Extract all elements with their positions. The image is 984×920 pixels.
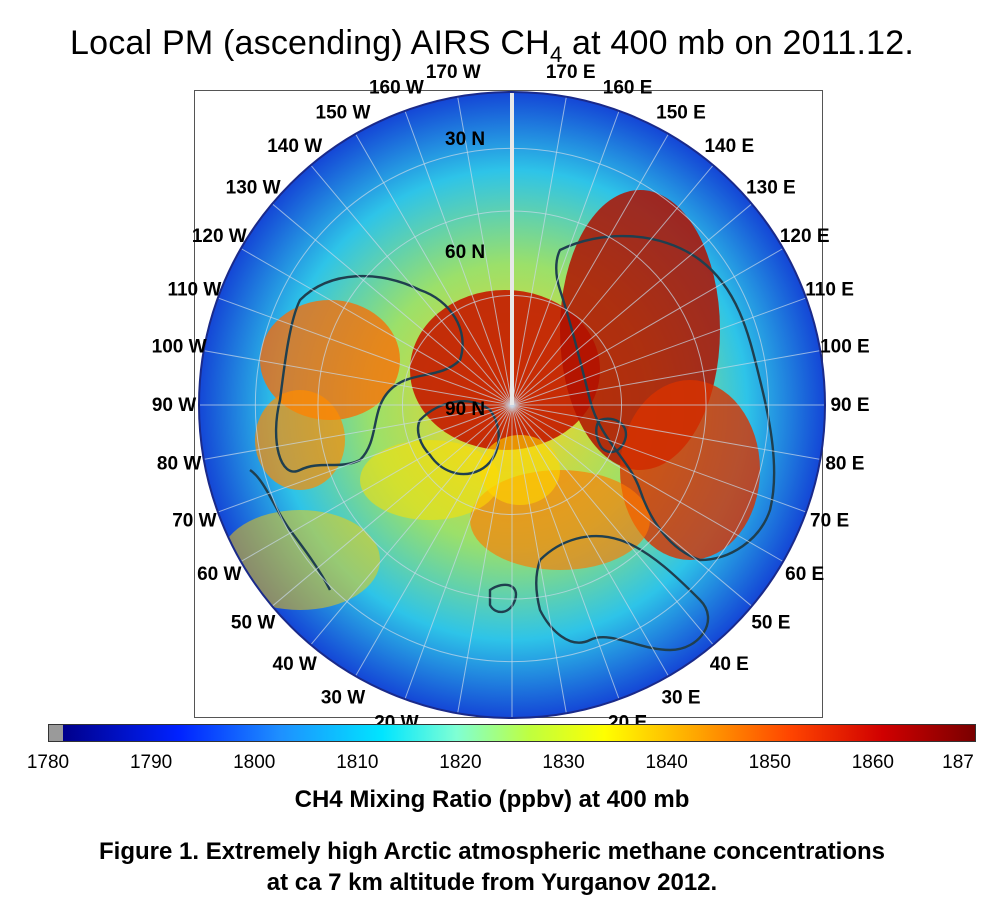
disk-border [198, 91, 826, 719]
meridian-line [511, 404, 669, 677]
longitude-label: 50 E [751, 612, 790, 633]
meridian-line [310, 164, 513, 406]
colorbar-tick: 1780 [26, 752, 70, 773]
meridian-line [217, 297, 513, 406]
title-prefix: Local PM (ascending) AIRS CH [70, 24, 550, 62]
longitude-label: 170 W [426, 62, 481, 83]
meridian-line [511, 248, 784, 406]
meridian-line [511, 404, 753, 607]
colorbar-ticks: 1780 1790 1800 1810 1820 1830 1840 1850 1860 187 [0, 752, 984, 778]
meridian-line [511, 404, 714, 646]
meridian-line [355, 133, 513, 406]
title-suffix: at 400 mb on 2011.12. [562, 24, 914, 62]
meridian-line [511, 404, 784, 562]
longitude-label: 110 E [805, 279, 854, 300]
longitude-label: 60 W [197, 564, 241, 585]
longitude-label: 100 E [820, 336, 870, 357]
meridian-line [203, 350, 513, 406]
longitude-label: 70 E [810, 511, 849, 532]
figure-caption: Figure 1. Extremely high Arctic atmosphe… [0, 836, 984, 898]
longitude-label: 160 E [603, 77, 653, 98]
longitude-label: 160 W [369, 77, 424, 98]
meridian-line [511, 404, 567, 714]
lat-label-60n: 60 N [445, 242, 485, 263]
longitude-label: 140 E [704, 136, 754, 157]
colorbar-tick: 1860 [851, 752, 895, 773]
lat-label-30n: 30 N [445, 129, 485, 150]
meridian-line [217, 404, 513, 513]
meridian-line [511, 350, 821, 406]
colorbar [48, 724, 976, 742]
caption-line-1: Figure 1. Extremely high Arctic atmosphe… [99, 838, 885, 865]
meridian-line [404, 110, 513, 406]
meridian-line [310, 404, 513, 646]
longitude-label: 120 E [780, 226, 830, 247]
colorbar-tick: 1810 [336, 752, 379, 773]
longitude-label: 150 E [656, 102, 706, 123]
meridian-line [511, 404, 620, 700]
longitude-label: 120 W [192, 226, 247, 247]
meridian-line [271, 203, 513, 406]
concentration-patch [220, 510, 380, 610]
concentration-patch [360, 440, 500, 520]
longitude-label: 130 E [746, 178, 796, 199]
lat-label-90n: 90 N [445, 399, 485, 420]
colorbar-label: CH4 Mixing Ratio (ppbv) at 400 mb [294, 786, 690, 813]
meridian-line [240, 248, 513, 406]
longitude-label: 90 E [830, 395, 869, 416]
colorbar-tick: 1830 [542, 752, 585, 773]
longitude-label: 80 W [157, 454, 201, 475]
longitude-label: 30 E [661, 688, 700, 709]
meridian-line [355, 404, 513, 677]
colorbar-tick: 1800 [233, 752, 276, 773]
concentration-patch [410, 290, 600, 450]
concentration-patch [480, 435, 560, 505]
meridian-line [457, 404, 513, 714]
concentration-patch [260, 300, 400, 420]
longitude-label: 130 W [226, 178, 281, 199]
longitude-label: 100 W [152, 336, 207, 357]
meridian-line [511, 404, 821, 460]
meridian-line [240, 404, 513, 562]
meridian-line [457, 96, 513, 406]
longitude-label: 60 E [785, 564, 824, 585]
colorbar-tick: 1840 [645, 752, 688, 773]
meridian-line [511, 164, 714, 406]
longitude-label: 50 W [231, 612, 275, 633]
longitude-label: 90 W [152, 395, 196, 416]
colorbar-tick: 1820 [439, 752, 482, 773]
meridian-line [511, 133, 669, 406]
meridian-line [511, 110, 620, 406]
figure-title: Local PM (ascending) AIRS CH4 at 400 mb … [0, 24, 984, 68]
longitude-label: 70 W [172, 511, 216, 532]
title-subscript: 4 [549, 42, 563, 67]
longitude-label: 40 E [710, 654, 749, 675]
meridian-line [203, 404, 513, 460]
meridian-line [511, 404, 807, 513]
colorbar-tick: 1850 [748, 752, 791, 773]
meridian-line [271, 404, 513, 607]
meridian-line [511, 96, 567, 406]
longitude-label: 110 W [167, 279, 221, 300]
longitude-label: 140 W [267, 136, 322, 157]
longitude-label: 170 E [546, 62, 596, 83]
longitude-label: 150 W [316, 102, 371, 123]
longitude-label: 80 E [825, 454, 864, 475]
longitude-label: 30 W [321, 688, 365, 709]
colorbar-tick: 1790 [129, 752, 173, 773]
meridian-line [404, 404, 513, 700]
caption-line-2: at ca 7 km altitude from Yurganov 2012. [266, 869, 718, 896]
meridian-line [511, 297, 807, 406]
colorbar-tick: 187 [942, 752, 974, 773]
meridian-line [511, 203, 753, 406]
longitude-label: 40 W [273, 654, 317, 675]
